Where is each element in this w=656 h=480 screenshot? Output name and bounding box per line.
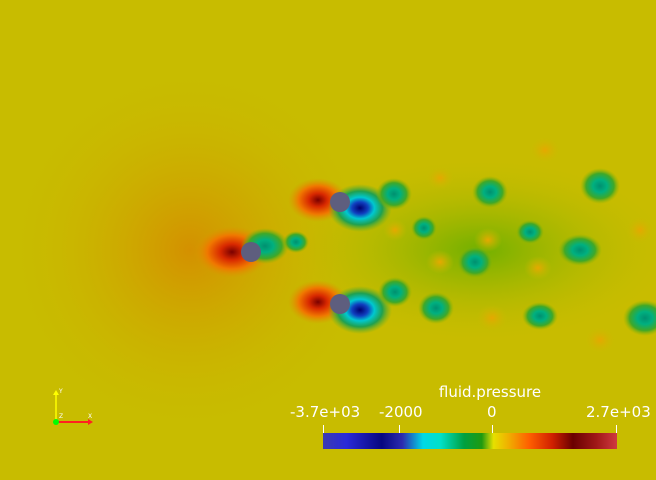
vortex — [472, 176, 508, 208]
vortex — [457, 246, 493, 278]
colorbar-tick-mark — [492, 425, 493, 434]
vortex — [623, 300, 656, 336]
x-axis-arrow-icon — [88, 419, 93, 425]
vortex — [376, 178, 412, 210]
z-axis-label: Z — [59, 413, 63, 420]
y-axis-arrow-icon — [53, 390, 59, 395]
colorbar-tick-mark — [399, 425, 400, 434]
high-pressure-pocket — [584, 326, 616, 354]
vortex — [516, 220, 544, 244]
colorbar[interactable] — [323, 433, 617, 449]
vortex — [411, 216, 437, 240]
vortex — [522, 302, 558, 330]
colorbar-title: fluid.pressure — [438, 383, 542, 401]
colorbar-tick-zero: 0 — [487, 403, 497, 421]
high-pressure-pocket — [626, 216, 654, 244]
high-pressure-pocket — [474, 228, 502, 252]
high-pressure-pocket — [426, 250, 454, 274]
high-pressure-pocket — [524, 256, 552, 280]
high-pressure-pocket — [426, 166, 454, 190]
colorbar-tick-min: -3.7e+03 — [290, 403, 361, 421]
x-axis-label: X — [88, 413, 92, 420]
vortex — [283, 231, 309, 253]
vortex — [418, 292, 454, 324]
cylinder-front-icon[interactable] — [241, 242, 261, 262]
cylinder-bottom-icon[interactable] — [330, 294, 350, 314]
upstream-pressure-region — [0, 60, 380, 440]
colorbar-tick-neg2000: -2000 — [379, 403, 423, 421]
colorbar-tick-max: 2.7e+03 — [586, 403, 651, 421]
vortex — [558, 234, 602, 266]
z-axis-dot-icon — [53, 419, 59, 425]
cylinder-top-icon[interactable] — [330, 192, 350, 212]
high-pressure-pocket — [529, 136, 561, 164]
high-pressure-pocket — [383, 219, 407, 241]
vortex — [580, 168, 620, 204]
high-pressure-pocket — [476, 304, 508, 332]
vortex — [378, 277, 412, 307]
y-axis-label: Y — [58, 388, 63, 395]
colorbar-tick-mark — [616, 425, 617, 434]
orientation-axes-icon: X Y Z — [53, 388, 93, 425]
colorbar-tick-mark — [323, 425, 324, 434]
